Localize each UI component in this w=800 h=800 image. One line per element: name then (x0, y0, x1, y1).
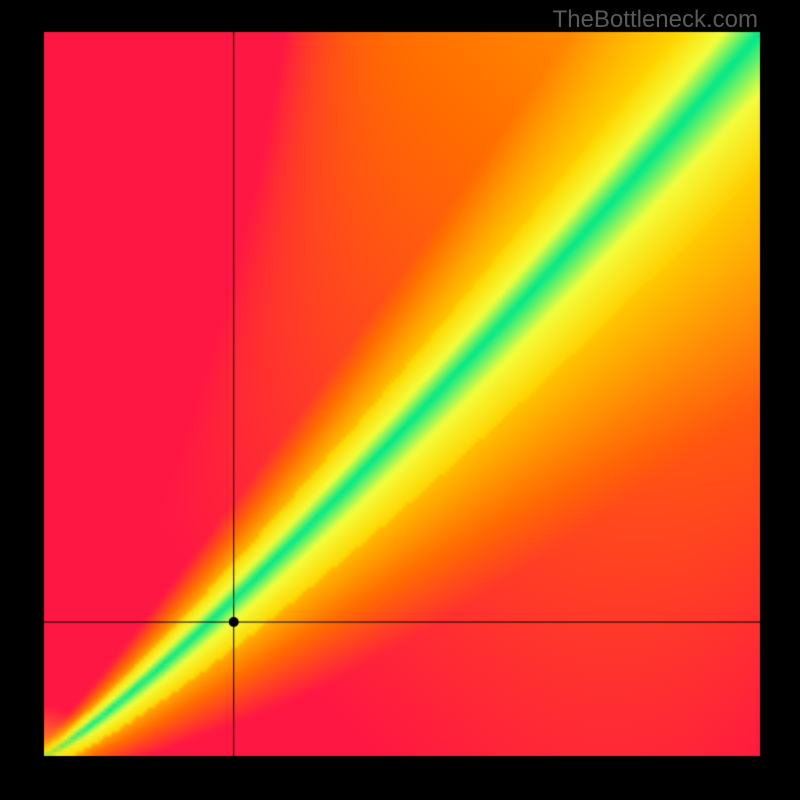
watermark-text: TheBottleneck.com (553, 6, 758, 34)
chart-container: TheBottleneck.com (0, 0, 800, 800)
bottleneck-heatmap-canvas (0, 0, 800, 800)
